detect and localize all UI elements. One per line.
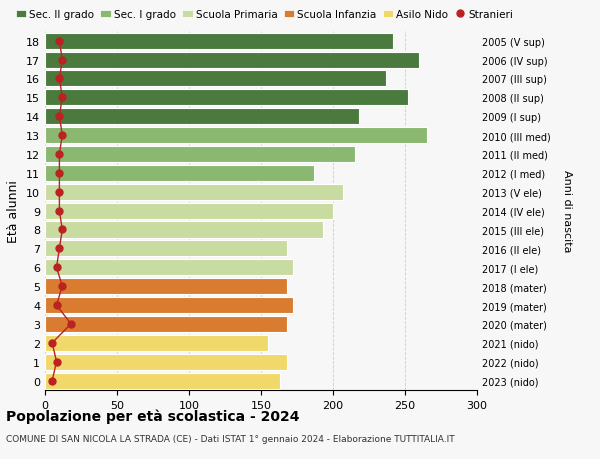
Text: COMUNE DI SAN NICOLA LA STRADA (CE) - Dati ISTAT 1° gennaio 2024 - Elaborazione : COMUNE DI SAN NICOLA LA STRADA (CE) - Da… (6, 434, 455, 443)
Bar (45, 297, 293, 313)
Bar (45, 34, 394, 50)
Bar (45, 260, 293, 276)
Bar (45, 52, 419, 68)
Legend: Sec. II grado, Sec. I grado, Scuola Primaria, Scuola Infanzia, Asilo Nido, Stran: Sec. II grado, Sec. I grado, Scuola Prim… (16, 10, 513, 20)
Bar (45, 279, 287, 295)
Bar (45, 335, 268, 351)
Bar (45, 71, 386, 87)
Bar (45, 109, 359, 125)
Bar (45, 354, 287, 370)
Bar (45, 241, 287, 257)
Bar (45, 222, 323, 238)
Bar (45, 146, 355, 162)
Bar (45, 316, 287, 332)
Bar (45, 128, 427, 144)
Y-axis label: Anni di nascita: Anni di nascita (562, 170, 572, 252)
Bar (45, 184, 343, 200)
Bar (45, 165, 314, 181)
Bar (45, 373, 280, 389)
Y-axis label: Età alunni: Età alunni (7, 180, 20, 242)
Bar (45, 203, 333, 219)
Text: Popolazione per età scolastica - 2024: Popolazione per età scolastica - 2024 (6, 409, 299, 423)
Bar (45, 90, 408, 106)
